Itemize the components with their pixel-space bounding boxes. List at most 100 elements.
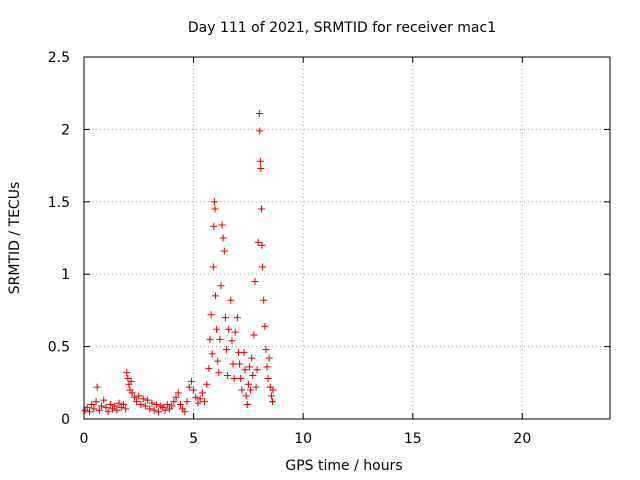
data-point — [201, 398, 209, 406]
x-axis-label: GPS time / hours — [285, 458, 402, 474]
data-point — [244, 380, 252, 388]
data-point — [269, 386, 277, 394]
data-point — [187, 377, 195, 385]
data-point — [152, 401, 160, 409]
data-point — [122, 405, 130, 413]
data-point — [104, 408, 112, 416]
data-point — [221, 314, 229, 322]
data-point — [248, 354, 256, 362]
data-point — [236, 360, 244, 368]
data-point — [141, 402, 149, 410]
data-point — [185, 383, 193, 391]
data-point — [253, 366, 261, 374]
x-tick-label: 10 — [294, 431, 312, 447]
data-point — [262, 345, 270, 353]
data-point — [148, 399, 156, 407]
data-point — [85, 408, 93, 416]
y-tick-label: 1.5 — [48, 195, 70, 211]
data-point — [90, 405, 98, 413]
data-point — [192, 393, 200, 401]
data-point — [241, 366, 249, 374]
data-point — [219, 234, 227, 242]
data-point — [224, 372, 232, 380]
data-point — [259, 263, 267, 271]
axis-ticks: 0 0.5 1 1.5 2 2.5 0 5 10 15 20 — [48, 50, 610, 447]
data-point — [231, 328, 239, 336]
data-point — [115, 399, 123, 407]
data-point — [250, 331, 258, 339]
data-point — [83, 403, 91, 411]
y-tick-label: 1 — [61, 267, 70, 283]
data-point — [163, 401, 171, 409]
data-point — [139, 395, 147, 403]
data-point — [123, 369, 131, 377]
data-point — [181, 408, 189, 416]
data-point — [119, 401, 127, 409]
data-point — [245, 363, 253, 371]
data-point — [98, 402, 106, 410]
x-tick-label: 0 — [80, 431, 89, 447]
y-tick-label: 2.5 — [48, 50, 70, 66]
data-point — [258, 205, 266, 213]
data-point — [133, 398, 141, 406]
data-point — [172, 393, 180, 401]
data-point — [227, 296, 235, 304]
data-point — [216, 335, 224, 343]
data-point — [161, 406, 169, 414]
data-point — [230, 374, 238, 382]
data-point — [249, 372, 257, 380]
data-point — [267, 392, 275, 400]
data-point — [243, 401, 251, 409]
data-point — [247, 386, 255, 394]
data-point — [183, 398, 191, 406]
data-point — [198, 389, 206, 397]
data-point — [176, 401, 184, 409]
data-point — [254, 238, 262, 246]
data-point — [130, 393, 138, 401]
data-point — [233, 314, 241, 322]
data-point — [240, 348, 248, 356]
data-point — [111, 402, 119, 410]
y-tick-label: 0 — [61, 412, 70, 428]
data-point — [265, 354, 273, 362]
plot-frame — [83, 56, 611, 420]
data-point — [251, 277, 259, 285]
data-point — [210, 198, 218, 206]
data-point — [242, 392, 250, 400]
data-point — [128, 389, 136, 397]
data-point — [256, 157, 264, 165]
y-tick-label: 0.5 — [48, 340, 70, 356]
chart-title: Day 111 of 2021, SRMTID for receiver mac… — [188, 20, 496, 36]
data-point — [228, 337, 236, 345]
data-point — [214, 357, 222, 365]
data-point — [225, 325, 233, 333]
grid — [84, 57, 610, 419]
data-point — [100, 396, 108, 404]
data-point — [237, 374, 245, 382]
data-point — [229, 360, 237, 368]
x-tick-label: 15 — [404, 431, 422, 447]
data-point — [263, 363, 271, 371]
data-point — [207, 311, 215, 319]
data-point — [113, 406, 121, 414]
data-point — [209, 263, 217, 271]
data-point — [92, 398, 100, 406]
data-point — [212, 292, 219, 300]
data-point — [205, 364, 213, 372]
data-point — [210, 222, 218, 230]
data-point — [261, 322, 269, 330]
data-point — [268, 398, 276, 406]
data-point — [150, 406, 158, 414]
data-points — [81, 109, 277, 416]
data-point — [211, 205, 219, 213]
data-point — [194, 399, 202, 407]
data-point — [102, 403, 110, 411]
data-point — [124, 374, 132, 382]
data-point — [220, 247, 228, 255]
data-point — [190, 386, 198, 394]
data-point — [106, 401, 114, 409]
data-point — [208, 350, 216, 358]
data-point — [264, 374, 272, 382]
data-point — [238, 386, 246, 394]
